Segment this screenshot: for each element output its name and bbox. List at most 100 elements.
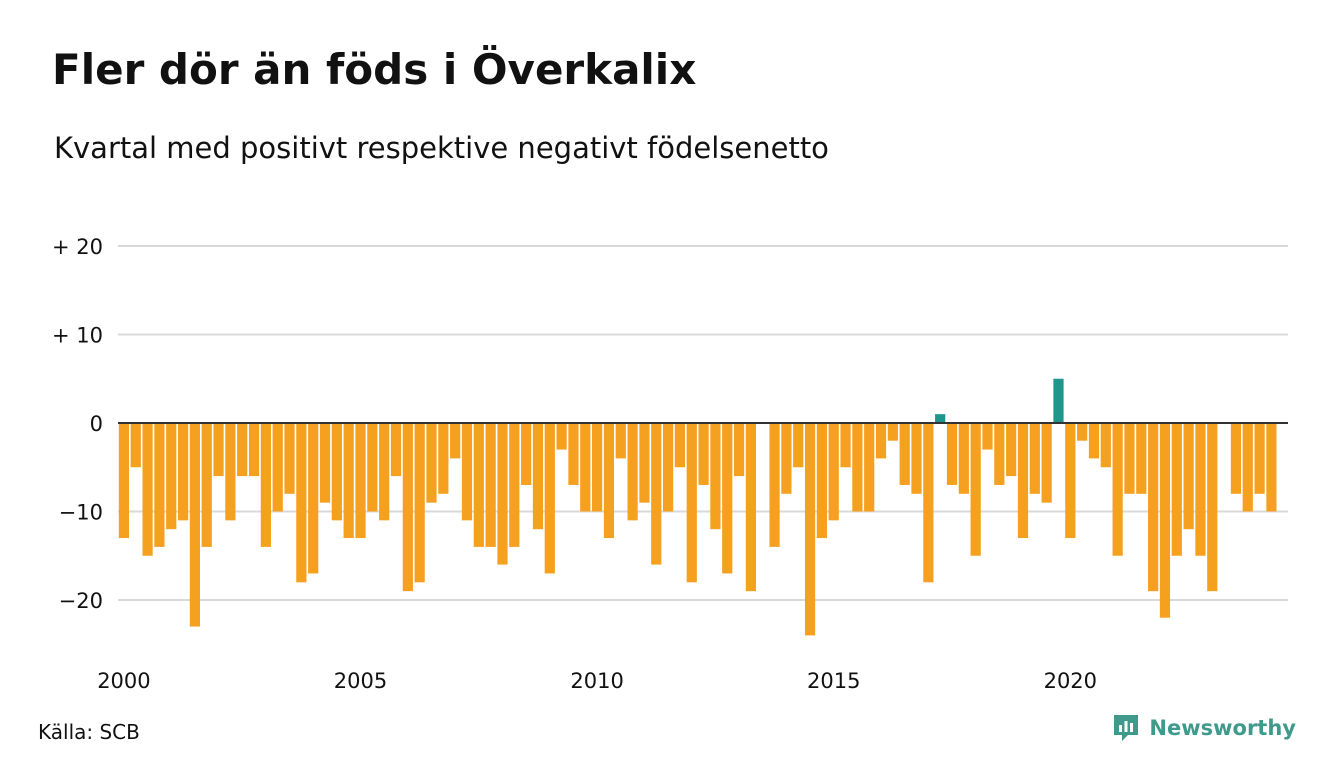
bar bbox=[1159, 423, 1171, 618]
bar bbox=[331, 423, 342, 521]
bar bbox=[237, 423, 248, 477]
bar bbox=[875, 423, 887, 459]
bar bbox=[1017, 423, 1029, 539]
bar bbox=[426, 423, 437, 503]
bar bbox=[473, 423, 484, 547]
bar bbox=[710, 423, 721, 530]
bar bbox=[580, 423, 591, 512]
bar bbox=[828, 423, 839, 521]
bar bbox=[1230, 423, 1242, 494]
bar bbox=[568, 423, 579, 485]
bar bbox=[1006, 423, 1017, 477]
bar bbox=[1029, 423, 1040, 494]
x-tick-label: 2020 bbox=[1044, 669, 1097, 693]
bar bbox=[319, 423, 331, 503]
bar bbox=[367, 423, 378, 512]
bar bbox=[852, 423, 863, 512]
bar bbox=[793, 423, 804, 468]
bar bbox=[213, 423, 224, 477]
bar bbox=[1242, 423, 1253, 512]
bar bbox=[532, 423, 544, 530]
y-tick-label: + 20 bbox=[52, 235, 103, 259]
x-tick-label: 2015 bbox=[807, 669, 860, 693]
y-tick-label: −10 bbox=[59, 501, 103, 525]
gridlines bbox=[118, 245, 1288, 601]
source-note: Källa: SCB bbox=[38, 720, 140, 744]
brand-logo: Newsworthy bbox=[1111, 712, 1296, 744]
x-tick-label: 2010 bbox=[570, 669, 623, 693]
bar-chart: + 20 + 10 0 −10 −20 2000 2005 2010 2015 2020 bbox=[52, 235, 1288, 693]
y-tick-label: + 10 bbox=[52, 324, 103, 348]
bar bbox=[864, 423, 875, 512]
bar bbox=[355, 423, 366, 539]
bar bbox=[260, 423, 271, 547]
bar bbox=[201, 423, 212, 547]
bar bbox=[592, 423, 603, 512]
bar bbox=[1195, 423, 1206, 556]
bar bbox=[627, 423, 638, 521]
bar bbox=[414, 423, 425, 583]
chart-title: Fler dör än föds i Överkalix bbox=[52, 45, 697, 94]
bar bbox=[485, 423, 496, 547]
bar bbox=[272, 423, 283, 512]
bar bbox=[1183, 423, 1194, 530]
y-tick-label: −20 bbox=[59, 589, 103, 613]
bar bbox=[343, 423, 354, 539]
bar bbox=[497, 423, 508, 565]
bar bbox=[379, 423, 390, 521]
bar bbox=[544, 423, 555, 574]
bar bbox=[946, 423, 958, 485]
bar bbox=[1254, 423, 1265, 494]
bar bbox=[1171, 423, 1182, 556]
bar bbox=[769, 423, 780, 547]
bar bbox=[674, 423, 686, 468]
bar bbox=[189, 423, 200, 627]
bar bbox=[1053, 378, 1064, 423]
bar bbox=[556, 423, 567, 450]
bar bbox=[225, 423, 236, 521]
bar bbox=[248, 423, 260, 477]
bar bbox=[166, 423, 177, 530]
bar bbox=[698, 423, 709, 485]
bar bbox=[935, 414, 946, 423]
bar bbox=[308, 423, 319, 574]
bar bbox=[982, 423, 993, 450]
x-tick-label: 2000 bbox=[97, 669, 150, 693]
bar bbox=[461, 423, 473, 521]
bar bbox=[296, 423, 307, 583]
bar bbox=[970, 423, 981, 556]
bar bbox=[840, 423, 851, 468]
bar bbox=[804, 423, 816, 636]
bar bbox=[1148, 423, 1159, 592]
brand-name: Newsworthy bbox=[1149, 716, 1296, 740]
bar bbox=[390, 423, 402, 477]
bar bbox=[1088, 423, 1100, 459]
bar bbox=[1077, 423, 1088, 441]
bar bbox=[887, 423, 898, 441]
bar bbox=[509, 423, 520, 547]
bar bbox=[911, 423, 922, 494]
bar bbox=[1266, 423, 1277, 512]
bar bbox=[994, 423, 1005, 485]
y-tick-label: 0 bbox=[90, 412, 103, 436]
x-axis-labels: 2000 2005 2010 2015 2020 bbox=[97, 669, 1097, 693]
bar bbox=[686, 423, 697, 583]
bar bbox=[1065, 423, 1076, 539]
x-tick-label: 2005 bbox=[334, 669, 387, 693]
bar bbox=[603, 423, 615, 539]
chart-subtitle: Kvartal med positivt respektive negativt… bbox=[54, 131, 829, 165]
bar bbox=[154, 423, 165, 547]
bar bbox=[745, 423, 756, 592]
bar bbox=[733, 423, 745, 477]
bar bbox=[1112, 423, 1123, 556]
bar bbox=[438, 423, 449, 494]
bar bbox=[142, 423, 153, 556]
newsworthy-chat-bar-icon bbox=[1114, 715, 1139, 741]
bar bbox=[651, 423, 662, 565]
bar bbox=[402, 423, 413, 592]
bar bbox=[521, 423, 532, 485]
bar bbox=[615, 423, 626, 459]
bar bbox=[781, 423, 792, 494]
bar bbox=[177, 423, 189, 521]
bar bbox=[118, 423, 130, 539]
